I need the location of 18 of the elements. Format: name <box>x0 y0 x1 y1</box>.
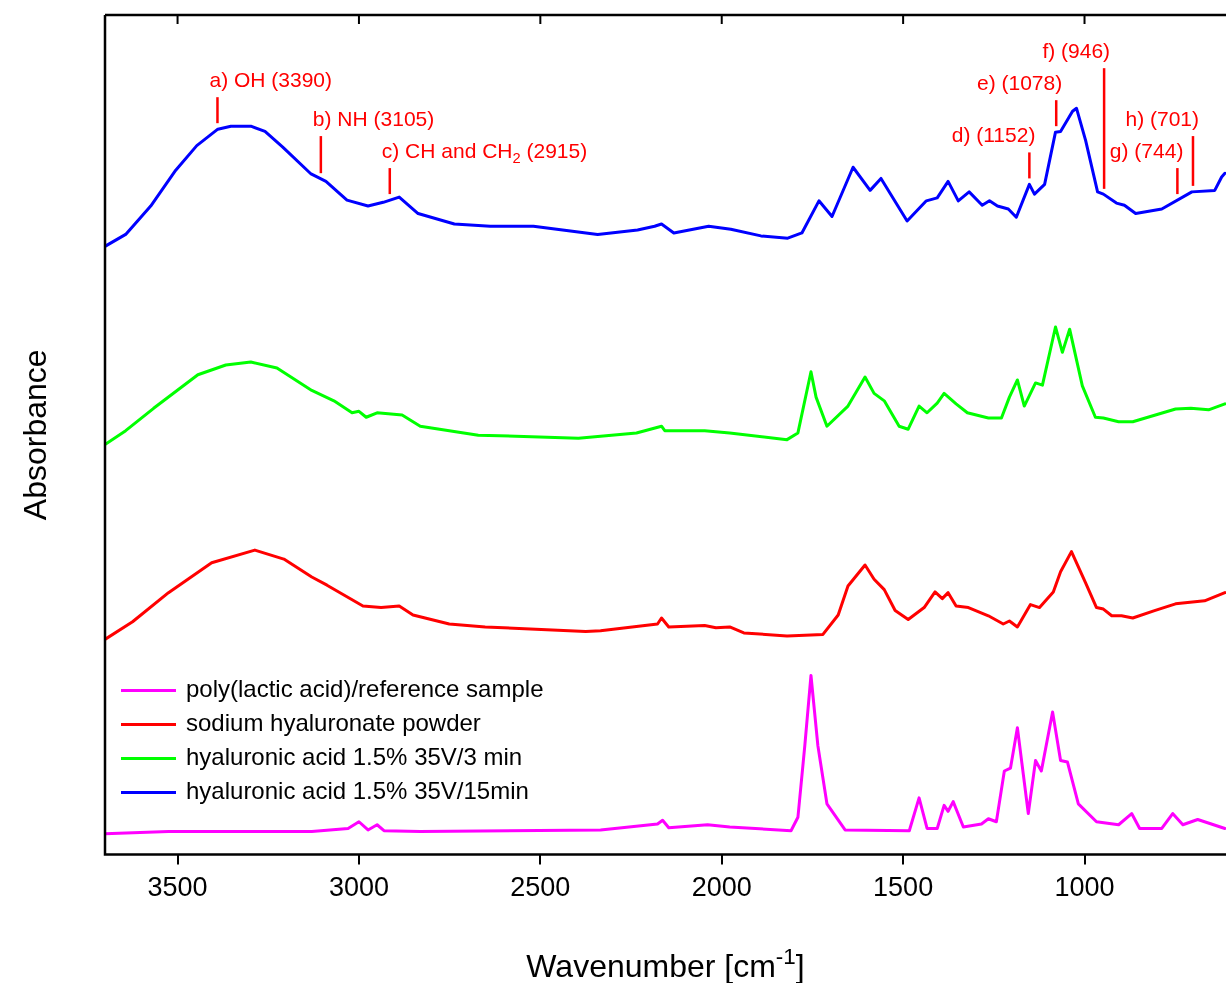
y-axis-title: Absorbance <box>17 349 53 521</box>
x-tick-label: 2500 <box>510 872 571 903</box>
annotation: h) (701) <box>1125 107 1199 131</box>
annotation: b) NH (3105) <box>312 107 435 131</box>
annotation: a) OH (3390) <box>209 68 333 92</box>
legend-label: sodium hyaluronate powder <box>186 709 481 737</box>
x-tick-label: 2000 <box>691 872 752 903</box>
x-tick-label: 3500 <box>147 872 208 903</box>
legend-label: poly(lactic acid)/reference sample <box>186 675 544 703</box>
annotation: e) (1078) <box>977 71 1063 95</box>
annotation: d) (1152) <box>951 123 1036 147</box>
legend-label: hyaluronic acid 1.5% 35V/15min <box>186 777 529 805</box>
annotation: g) (744) <box>1109 139 1184 163</box>
annotation: f) (946) <box>1042 39 1111 63</box>
x-tick-label: 3000 <box>328 872 389 903</box>
x-tick-label: 1000 <box>1054 872 1115 903</box>
x-tick-label: 1500 <box>873 872 934 903</box>
legend-label: hyaluronic acid 1.5% 35V/3 min <box>186 743 523 771</box>
